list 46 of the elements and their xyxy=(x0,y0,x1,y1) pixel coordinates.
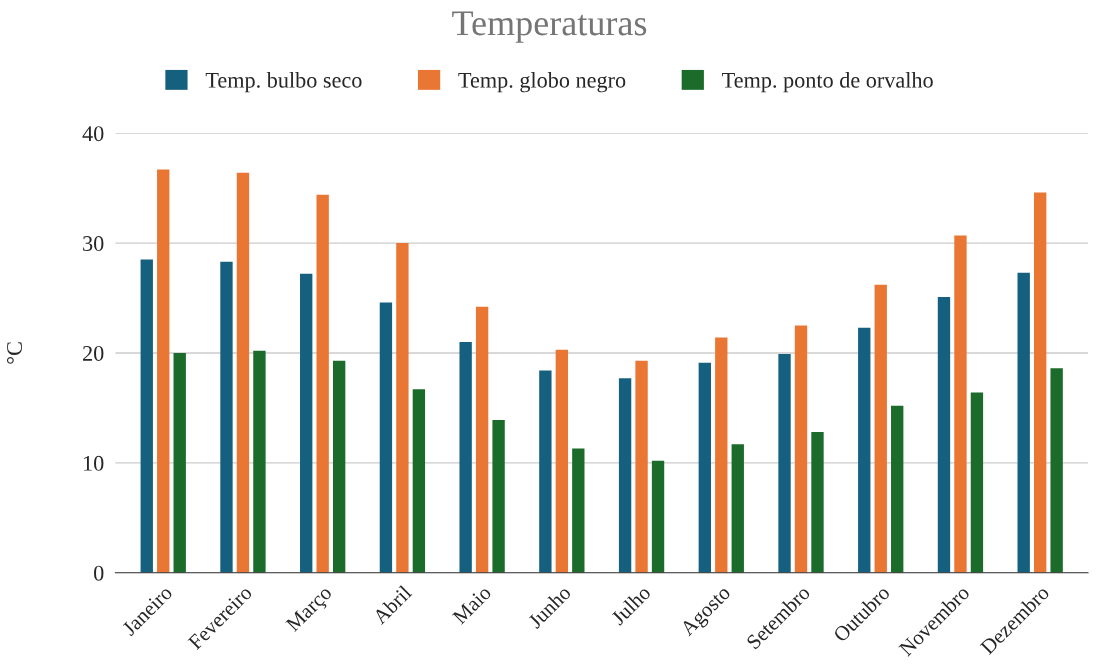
bar xyxy=(858,327,871,573)
bar xyxy=(332,360,346,573)
bar xyxy=(1017,272,1030,573)
bar xyxy=(492,420,505,573)
y-tick-label: 40 xyxy=(82,126,104,142)
bar xyxy=(811,432,824,573)
bar xyxy=(300,273,313,573)
bar xyxy=(539,370,552,573)
bar xyxy=(970,392,984,573)
bar xyxy=(140,259,153,573)
bar xyxy=(396,243,409,573)
bar xyxy=(778,354,791,573)
bar xyxy=(412,389,426,573)
bar xyxy=(715,337,728,573)
bar xyxy=(1034,192,1047,573)
bar xyxy=(731,444,744,573)
y-axis-title: °C xyxy=(7,342,22,364)
bar xyxy=(635,360,648,573)
bar xyxy=(954,235,967,573)
legend-label: Temp. globo negro xyxy=(458,72,626,93)
bar xyxy=(220,261,233,573)
bar xyxy=(253,350,266,573)
y-tick-label: 30 xyxy=(83,236,104,252)
bar xyxy=(937,296,951,573)
bar xyxy=(698,362,711,573)
y-tick-label: 20 xyxy=(83,345,104,361)
bar xyxy=(891,405,904,573)
bar xyxy=(874,284,887,573)
bar xyxy=(316,194,329,573)
legend-label: Temp. bulbo seco xyxy=(205,72,362,93)
y-tick-label: 0 xyxy=(94,565,104,581)
bar xyxy=(236,172,250,573)
bar xyxy=(618,378,632,573)
legend-label: Temp. ponto de orvalho xyxy=(722,72,933,93)
chart-title: Temperaturas xyxy=(452,11,647,43)
bar xyxy=(475,306,489,573)
bar xyxy=(157,169,170,573)
y-tick-label: 10 xyxy=(84,455,104,471)
bar xyxy=(651,460,665,573)
bar xyxy=(173,352,186,573)
bar xyxy=(794,325,808,573)
bar xyxy=(459,341,472,573)
bar xyxy=(572,448,585,573)
bar xyxy=(1050,368,1063,573)
bar xyxy=(379,302,393,573)
bar xyxy=(555,349,569,573)
